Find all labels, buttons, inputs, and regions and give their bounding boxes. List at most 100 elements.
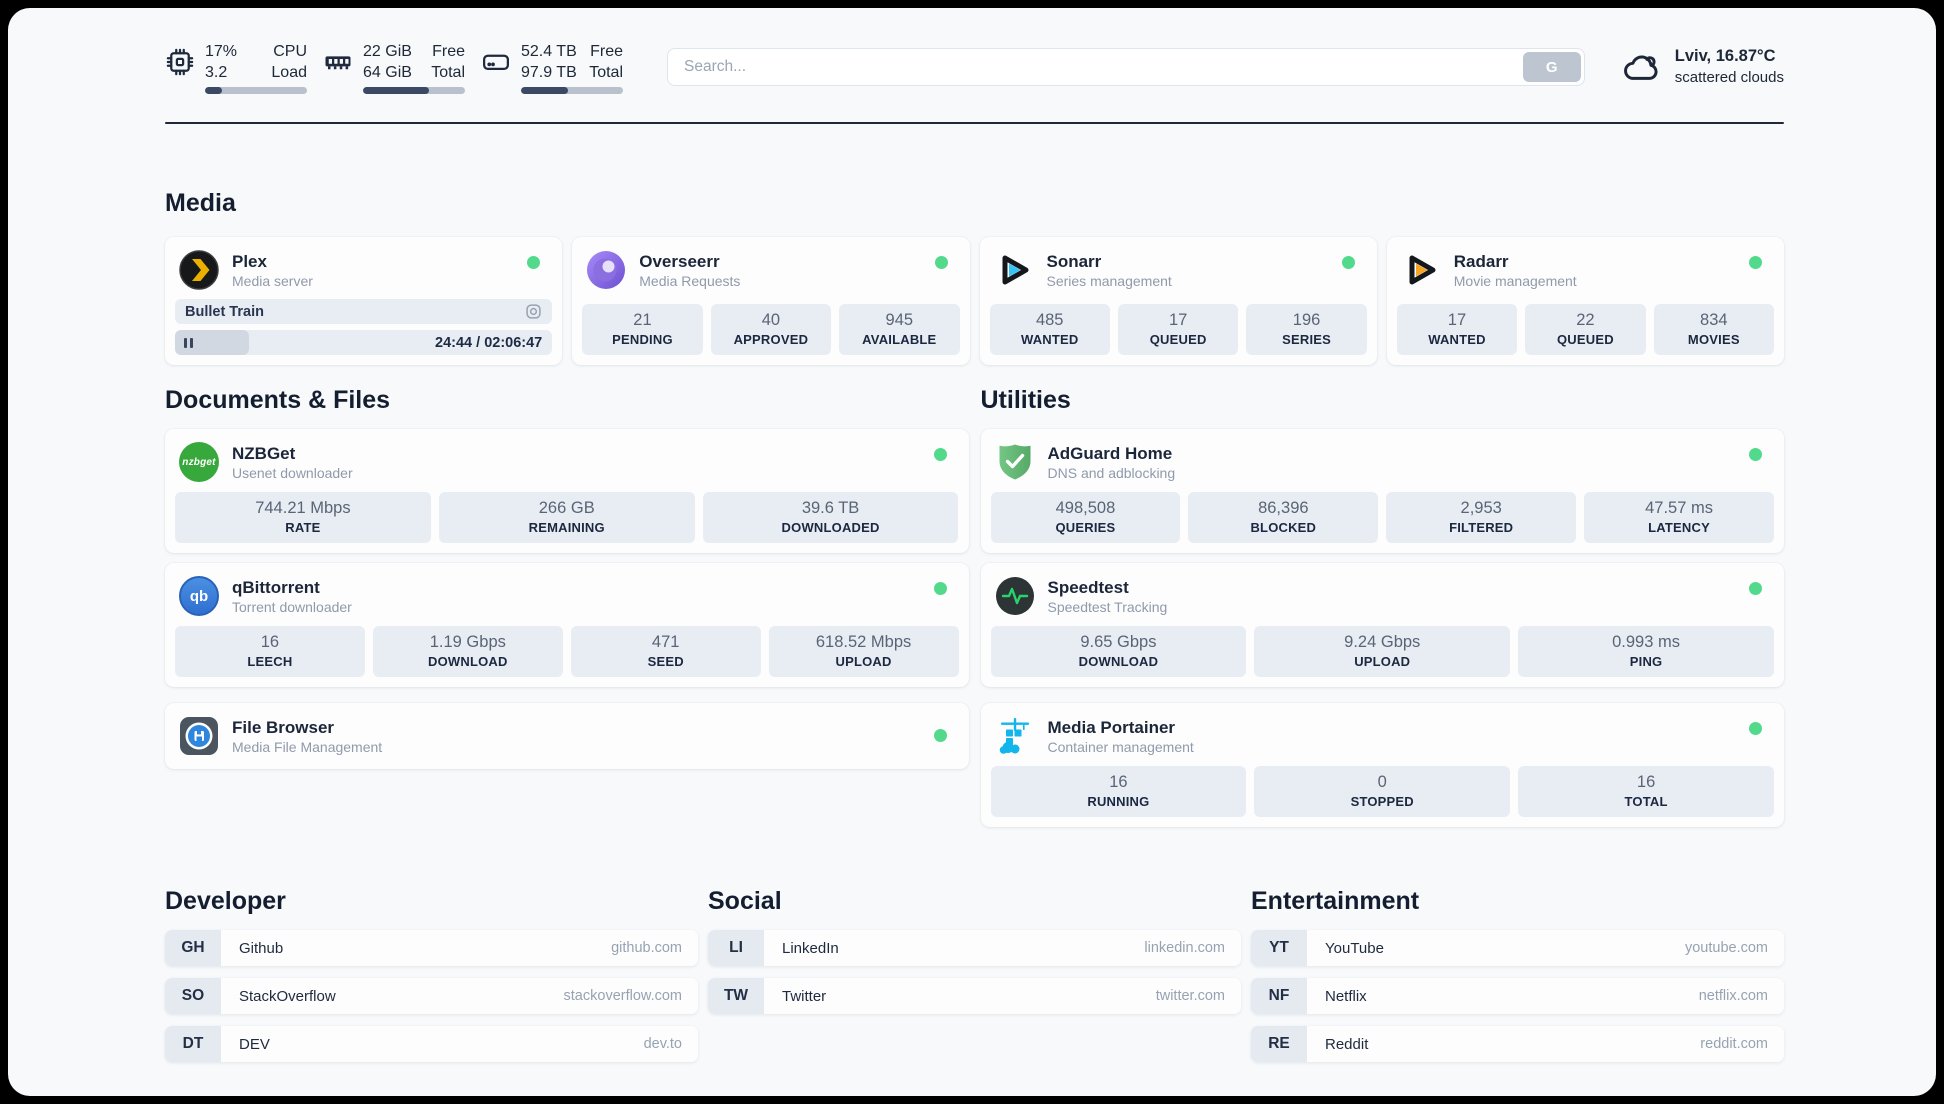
stat-blocked: 86,396 BLOCKED [1188,492,1379,543]
bookmark-stackoverflow[interactable]: SO StackOverflow stackoverflow.com [165,978,698,1014]
cpu-usage-value: 17% [205,42,238,60]
service-card-qbittorrent[interactable]: qb qBittorrent Torrent downloader 16 LEEC… [165,563,969,687]
service-description: Media Requests [639,272,741,289]
status-dot [1749,582,1762,595]
bookmark-youtube[interactable]: YT YouTube youtube.com [1251,930,1784,966]
service-card-adguard[interactable]: AdGuard Home DNS and adblocking 498,508 Q… [980,429,1784,553]
stat-stopped: 0 STOPPED [1254,766,1511,817]
memory-free-label: Free [432,42,465,60]
stat-wanted: 485 WANTED [989,304,1110,355]
stat-running: 16 RUNNING [990,766,1247,817]
cpu-progress-bar [205,86,307,94]
status-dot [934,256,948,269]
bookmark-abbr: GH [165,930,221,966]
memory-free-value: 22 GiB [363,42,412,60]
weather-condition: scattered clouds [1674,69,1784,86]
memory-total-label: Total [431,63,465,81]
stat-upload: 9.24 Gbps UPLOAD [1254,626,1511,677]
status-dot [1749,256,1762,269]
bookmark-reddit[interactable]: RE Reddit reddit.com [1251,1026,1784,1062]
bookmark-twitter[interactable]: TW Twitter twitter.com [708,978,1241,1014]
bookmark-abbr: DT [165,1026,221,1062]
stat-queries: 498,508 QUERIES [990,492,1181,543]
service-card-filebrowser[interactable]: File Browser Media File Management [165,703,969,769]
stat-series: 196 SERIES [1246,304,1367,355]
search-go-button[interactable]: G [1522,52,1581,82]
bookmark-domain: github.com [611,940,682,956]
sonarr-icon [1002,255,1028,285]
bookmark-name: Github [239,939,284,957]
top-bar: 17% 3.2 CPU Load [165,8,1784,96]
pause-icon[interactable] [184,337,193,348]
status-dot [1749,448,1762,461]
stat-remaining: 266 GB REMAINING [438,492,695,543]
stat-rate: 744.21 Mbps RATE [175,492,431,543]
search-input[interactable] [667,48,1585,86]
weather-location-temp: Lviv, 16.87°C [1674,47,1776,65]
disk-resource-widget: 52.4 TB 97.9 TB Free Total [481,41,623,94]
stat-available: 945 AVAILABLE [839,304,960,355]
service-card-nzbget[interactable]: nzbget NZBGet Usenet downloader 744.21 M… [165,429,969,553]
cpu-load-label: Load [271,63,307,81]
media-grid: Plex Media server Bullet Train 24:44 / 0… [165,237,1784,365]
nzbget-icon: nzbget [179,442,219,482]
weather-widget[interactable]: Lviv, 16.87°C scattered clouds [1621,46,1784,88]
status-dot [933,582,947,595]
bookmark-netflix[interactable]: NF Netflix netflix.com [1251,978,1784,1014]
stat-seed: 471 SEED [570,626,761,677]
bookmark-domain: youtube.com [1684,940,1768,956]
bookmark-abbr: YT [1251,930,1307,966]
memory-total-value: 64 GiB [363,63,412,81]
section-title-media: Media [165,189,236,217]
service-name: NZBGet [232,443,296,463]
bookmark-name: LinkedIn [782,939,839,957]
overseerr-icon [587,251,626,289]
service-description: Usenet downloader [232,464,353,481]
bookmark-abbr: RE [1251,1026,1307,1062]
memory-stats: 22 GiB 64 GiB Free Total [363,41,465,94]
plex-progress-fill [175,330,249,355]
bookmark-domain: stackoverflow.com [563,988,682,1004]
stat-queued: 17 QUEUED [1117,304,1239,355]
service-card-plex[interactable]: Plex Media server Bullet Train 24:44 / 0… [165,237,563,365]
status-dot [933,448,947,461]
disk-progress-bar [521,86,623,94]
service-card-portainer[interactable]: Media Portainer Container management 16 R… [980,703,1784,827]
status-dot [1341,256,1355,269]
disk-total-value: 97.9 TB [521,63,577,81]
status-dot [933,729,947,742]
disk-total-label: Total [589,63,623,81]
disk-stats: 52.4 TB 97.9 TB Free Total [521,41,623,94]
documents-column: Documents & Files nzbget NZBGet Usenet d… [165,385,969,827]
bookmarks-column-social: Social LI LinkedIn linkedin.com TW Twitt… [708,886,1241,1074]
bookmark-abbr: NF [1251,978,1307,1014]
section-title-developer: Developer [165,887,286,915]
service-description: Torrent downloader [232,598,352,615]
radarr-icon [1409,255,1436,285]
bookmark-linkedin[interactable]: LI LinkedIn linkedin.com [708,930,1241,966]
stat-filtered: 2,953 FILTERED [1386,492,1577,543]
stat-wanted: 17 WANTED [1396,304,1518,355]
bookmark-github[interactable]: GH Github github.com [165,930,698,966]
service-name: qBittorrent [232,577,320,597]
service-card-radarr[interactable]: Radarr Movie management 17 WANTED 22 QUEUE… [1386,237,1784,365]
stat-upload: 618.52 Mbps UPLOAD [768,626,959,677]
bookmark-name: Reddit [1325,1035,1369,1053]
bookmark-dev[interactable]: DT DEV dev.to [165,1026,698,1062]
bookmark-name: YouTube [1325,939,1384,957]
plex-now-playing: Bullet Train [175,299,553,324]
cpu-load-value: 3.2 [205,63,228,81]
media-session-icon[interactable] [525,303,542,320]
service-name: Sonarr [1046,251,1102,271]
disk-free-label: Free [590,42,623,60]
service-name: Overseerr [639,251,720,271]
service-card-speedtest[interactable]: Speedtest Speedtest Tracking 9.65 Gbps DO… [980,563,1784,687]
plex-icon [179,250,219,290]
bookmark-abbr: TW [708,978,764,1014]
service-card-sonarr[interactable]: Sonarr Series management 485 WANTED 17 QUE… [979,237,1377,365]
service-card-overseerr[interactable]: Overseerr Media Requests 21 PENDING 40 APP… [572,237,970,365]
service-name: Radarr [1453,251,1509,271]
bookmark-name: DEV [239,1035,270,1053]
memory-resource-widget: 22 GiB 64 GiB Free Total [323,41,465,94]
stat-download: 9.65 Gbps DOWNLOAD [990,626,1247,677]
